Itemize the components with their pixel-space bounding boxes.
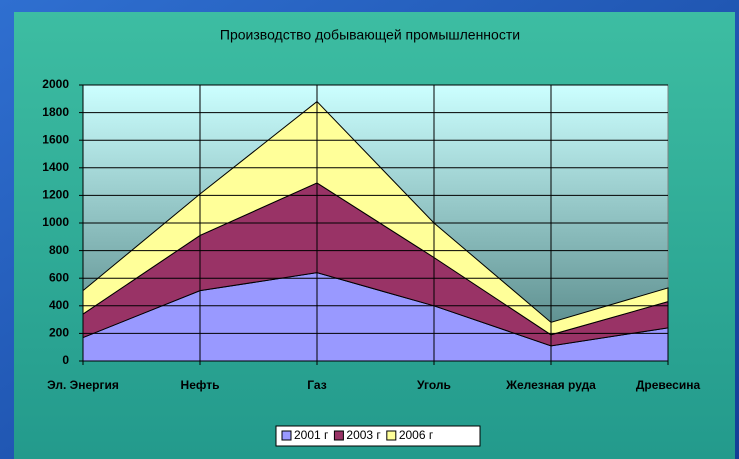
legend (275, 425, 481, 447)
y-tick-label: 0 (62, 353, 69, 367)
x-tick-label: Нефть (181, 378, 220, 392)
legend-label: 2003 г (346, 428, 381, 442)
y-tick-label: 800 (49, 243, 69, 257)
y-tick-label: 1200 (42, 188, 69, 202)
x-tick-label: Эл. Энергия (47, 378, 119, 392)
x-tick-label: Древесина (636, 378, 701, 392)
y-tick-label: 1400 (42, 160, 69, 174)
y-tick-label: 2000 (42, 77, 69, 91)
x-tick-label: Железная руда (505, 378, 596, 392)
y-tick-label: 600 (49, 270, 69, 284)
x-tick-label: Газ (307, 378, 326, 392)
y-tick-label: 400 (49, 298, 69, 312)
legend-swatch (281, 430, 292, 441)
y-tick-label: 1800 (42, 105, 69, 119)
x-tick-label: Уголь (417, 378, 451, 392)
legend-swatch (386, 430, 397, 441)
y-tick-label: 200 (49, 326, 69, 340)
legend-swatch (333, 430, 344, 441)
y-tick-label: 1600 (42, 132, 69, 146)
chart-title: Производство добывающей промышленности (220, 27, 520, 43)
y-tick-label: 1000 (42, 215, 69, 229)
legend-label: 2001 г (294, 428, 329, 442)
legend-label: 2006 г (399, 428, 434, 442)
